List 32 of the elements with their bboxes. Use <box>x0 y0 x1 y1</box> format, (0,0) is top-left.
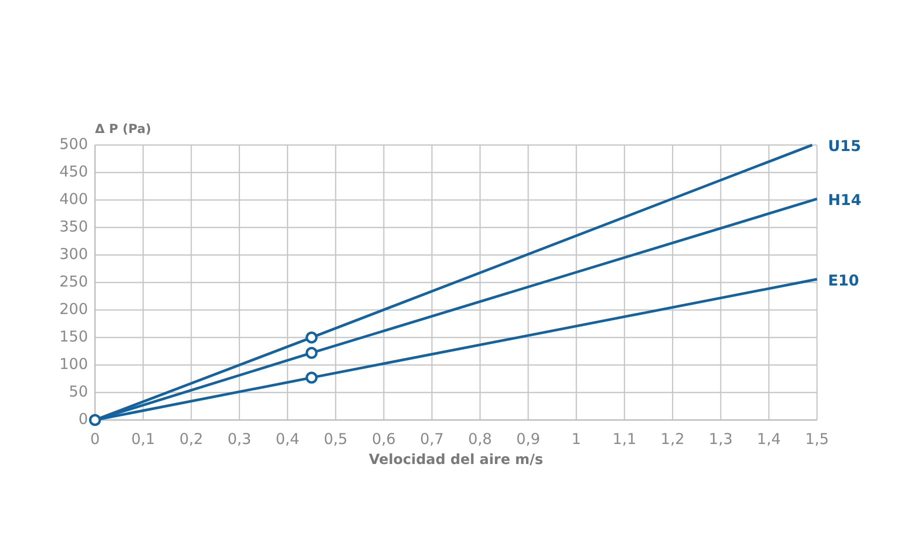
x-tick-label: 0,8 <box>468 430 492 448</box>
series-label: U15 <box>828 137 862 156</box>
y-tick-label: 450 <box>59 162 88 181</box>
x-tick-label: 1,1 <box>612 430 636 448</box>
y-tick-label: 250 <box>59 272 88 291</box>
x-tick-label: 0,7 <box>420 430 444 448</box>
y-tick-label: 100 <box>59 355 88 374</box>
series-label: H14 <box>828 190 862 210</box>
x-tick-label: 0,5 <box>324 430 348 448</box>
x-axis-title: Velocidad del aire m/s <box>368 452 544 468</box>
y-tick-label: 350 <box>59 218 88 236</box>
x-tick-label: 0,4 <box>276 430 300 448</box>
x-tick-label: 0,1 <box>131 430 156 448</box>
x-tick-label: 0 <box>90 430 100 448</box>
x-tick-label: 1,5 <box>805 430 829 448</box>
x-tick-label: 0,6 <box>372 430 396 448</box>
x-tick-label: 0,9 <box>516 430 540 448</box>
y-axis-title: Δ P (Pa) <box>95 121 152 136</box>
y-tick-label: 150 <box>59 328 88 346</box>
x-tick-label: 1,4 <box>756 430 781 448</box>
y-tick-label: 200 <box>59 300 88 318</box>
y-tick-label: 300 <box>59 245 88 264</box>
x-tick-label: 0,3 <box>227 430 252 448</box>
series-label: E10 <box>828 271 860 290</box>
x-tick-label: 0,2 <box>179 430 204 448</box>
y-tick-label: 500 <box>59 135 88 154</box>
x-tick-label: 1,2 <box>660 430 685 448</box>
y-tick-label: 50 <box>68 382 88 401</box>
x-tick-label: 1,3 <box>708 430 733 448</box>
x-tick-label: 1 <box>572 430 582 448</box>
y-tick-label: 400 <box>59 190 88 208</box>
y-tick-label: 0 <box>78 410 88 428</box>
